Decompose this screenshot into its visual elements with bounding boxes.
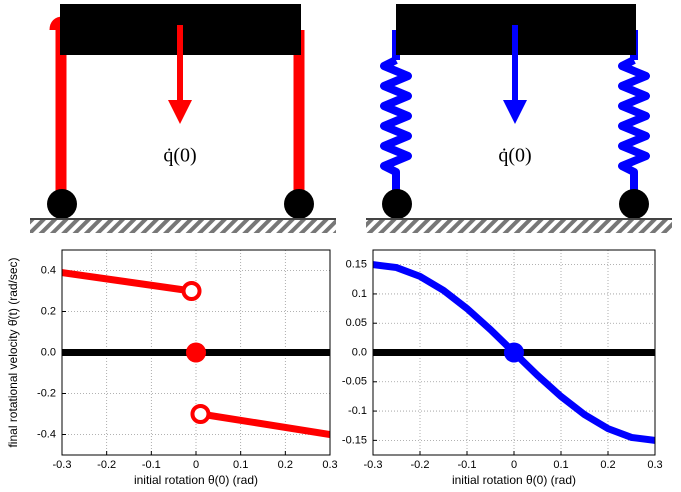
y-tick-label: 0.1 [352,288,367,300]
data-line [62,269,193,295]
y-tick-label: -0.4 [37,428,56,440]
data-point [186,342,206,363]
x-tick-label: 0 [511,459,517,471]
data-point [181,281,202,301]
x-axis-label: initial rotation θ(0) (rad) [134,473,258,487]
y-tick-label: -0.1 [348,405,367,417]
plot-frame [61,249,331,456]
x-tick-label: 0 [193,459,199,471]
x-tick-label: 0.3 [647,459,662,471]
y-tick-label: 0.4 [41,264,56,276]
x-tick-label: 0.2 [278,459,293,471]
x-tick-label: 0.1 [553,459,568,471]
y-tick-label: -0.05 [342,376,367,388]
y-tick-label: 0.2 [41,305,56,317]
y-tick-label: 0.0 [352,346,367,358]
y-tick-label: 0.05 [346,317,367,329]
plots: -0.3 -0.2 -0.1 0 0.1 0.2 0.3 0.4 0.2 0.0 -0.2 -0.4 i… [6,249,663,487]
x-tick-label: 0.2 [600,459,615,471]
x-tick-label: 0.1 [233,459,248,471]
x-tick-label: -0.1 [142,459,161,471]
x-tick-label: -0.1 [458,459,477,471]
velocity-label: q̇(0) [498,145,531,167]
data-line [199,410,330,438]
y-tick-label: -0.2 [37,387,56,399]
y-tick-label: 0.15 [346,259,367,271]
data-point [190,404,211,424]
rigid-diagram: q̇(0) [30,4,336,233]
y-axis-label: final rotational velocity θ̇(t) (rad/sec… [6,257,20,447]
x-tick-label: -0.2 [411,459,430,471]
x-tick-label: -0.3 [53,459,72,471]
x-axis-label: initial rotation θ(0) (rad) [452,473,576,487]
x-tick-label: 0.3 [322,459,337,471]
plot-frame [372,249,656,456]
spring-diagram: q̇(0) [366,4,672,233]
x-tick-label: -0.3 [364,459,383,471]
y-tick-label: -0.15 [342,434,367,446]
data-point [504,342,524,363]
y-tick-label: 0.0 [41,346,56,358]
x-tick-label: -0.2 [97,459,116,471]
velocity-label: q̇(0) [163,145,196,167]
